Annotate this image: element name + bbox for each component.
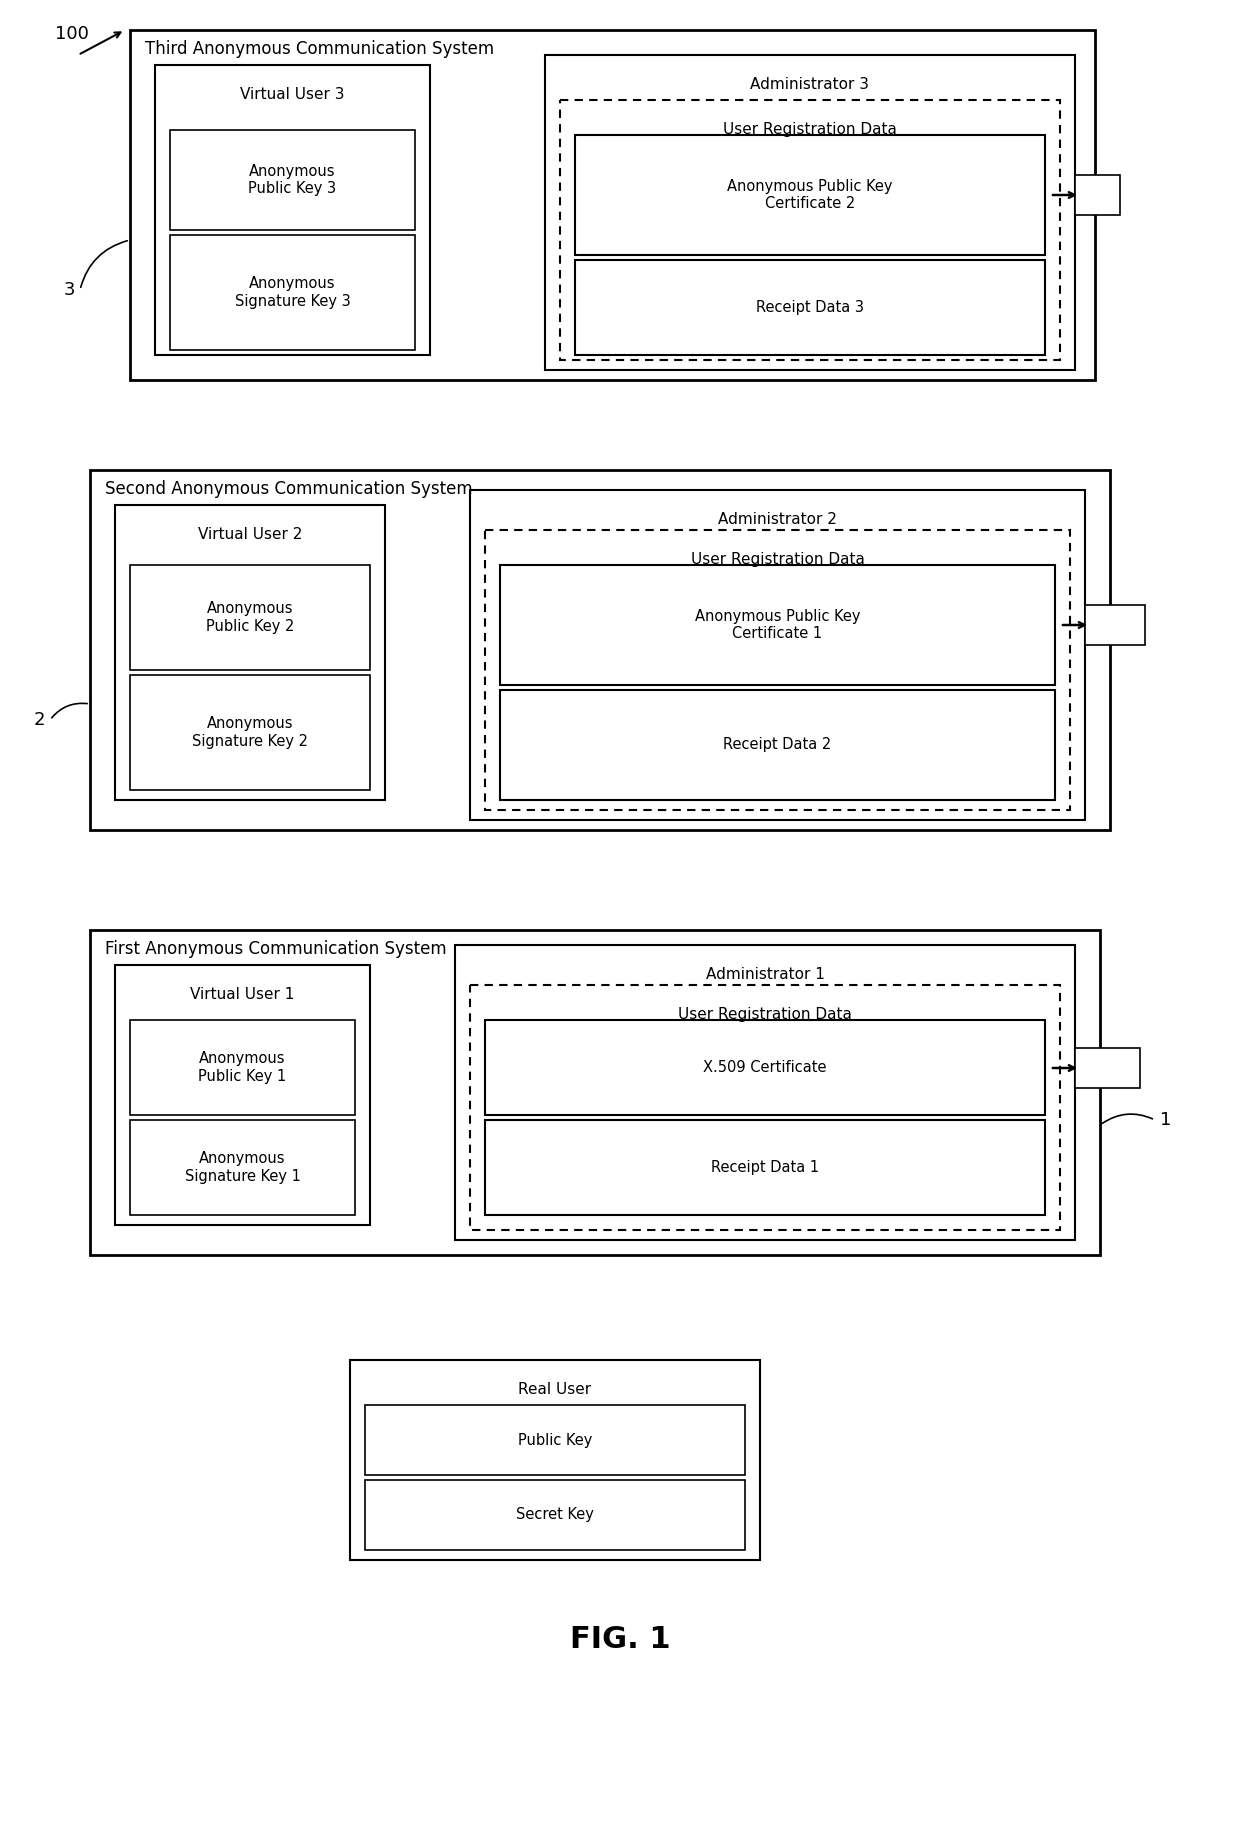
Text: X.509 Certificate: X.509 Certificate xyxy=(703,1060,827,1075)
Bar xyxy=(1085,605,1145,645)
Text: Administrator 2: Administrator 2 xyxy=(718,513,837,527)
Bar xyxy=(115,964,370,1224)
Text: Virtual User 3: Virtual User 3 xyxy=(241,87,345,101)
Bar xyxy=(155,65,430,356)
Bar xyxy=(575,135,1045,254)
Bar xyxy=(350,1361,760,1560)
Bar xyxy=(365,1405,745,1475)
Bar xyxy=(546,55,1075,371)
Bar xyxy=(560,100,1060,360)
Text: 1: 1 xyxy=(1159,1110,1172,1129)
Text: Receipt Data 2: Receipt Data 2 xyxy=(723,738,832,752)
Text: Real User: Real User xyxy=(518,1381,591,1398)
Bar xyxy=(130,1119,355,1215)
Bar xyxy=(455,944,1075,1239)
Text: Anonymous
Public Key 1: Anonymous Public Key 1 xyxy=(198,1051,286,1084)
Text: Secret Key: Secret Key xyxy=(516,1508,594,1523)
Text: Second Anonymous Communication System: Second Anonymous Communication System xyxy=(105,479,472,498)
Bar xyxy=(485,1119,1045,1215)
Bar xyxy=(130,564,370,669)
Bar xyxy=(130,1020,355,1116)
Text: User Registration Data: User Registration Data xyxy=(678,1007,852,1022)
Text: 100: 100 xyxy=(55,26,89,42)
Bar xyxy=(170,129,415,230)
Text: Administrator 1: Administrator 1 xyxy=(706,966,825,983)
Text: Anonymous
Public Key 3: Anonymous Public Key 3 xyxy=(248,164,336,195)
Text: 3: 3 xyxy=(63,280,74,299)
Bar xyxy=(485,529,1070,810)
Text: Receipt Data 3: Receipt Data 3 xyxy=(756,301,864,315)
Text: Public Key: Public Key xyxy=(518,1433,593,1448)
Text: First Anonymous Communication System: First Anonymous Communication System xyxy=(105,940,446,959)
Bar xyxy=(91,929,1100,1256)
Bar xyxy=(485,1020,1045,1116)
Bar xyxy=(500,564,1055,684)
Bar xyxy=(130,675,370,789)
Text: Anonymous Public Key
Certificate 1: Anonymous Public Key Certificate 1 xyxy=(694,609,861,642)
Text: Administrator 3: Administrator 3 xyxy=(750,77,869,92)
Text: 2: 2 xyxy=(33,712,45,728)
Text: User Registration Data: User Registration Data xyxy=(723,122,897,136)
Bar xyxy=(575,260,1045,356)
Bar xyxy=(115,505,384,800)
Text: FIG. 1: FIG. 1 xyxy=(569,1626,671,1654)
Bar xyxy=(500,690,1055,800)
Bar xyxy=(365,1481,745,1551)
Text: Anonymous
Signature Key 3: Anonymous Signature Key 3 xyxy=(234,277,351,308)
Text: User Registration Data: User Registration Data xyxy=(691,551,864,566)
Bar xyxy=(470,985,1060,1230)
Text: Third Anonymous Communication System: Third Anonymous Communication System xyxy=(145,41,494,57)
Text: Virtual User 1: Virtual User 1 xyxy=(190,987,295,1001)
Bar xyxy=(1075,1047,1140,1088)
Bar xyxy=(1075,175,1120,216)
Bar xyxy=(170,234,415,350)
Text: Anonymous Public Key
Certificate 2: Anonymous Public Key Certificate 2 xyxy=(727,179,893,212)
Text: Anonymous
Signature Key 1: Anonymous Signature Key 1 xyxy=(185,1151,300,1184)
Text: Anonymous
Signature Key 2: Anonymous Signature Key 2 xyxy=(192,715,308,749)
Bar xyxy=(91,470,1110,830)
Bar xyxy=(130,30,1095,380)
Bar xyxy=(470,491,1085,821)
Text: Receipt Data 1: Receipt Data 1 xyxy=(711,1160,820,1175)
Text: Virtual User 2: Virtual User 2 xyxy=(198,527,303,542)
Text: Anonymous
Public Key 2: Anonymous Public Key 2 xyxy=(206,601,294,634)
